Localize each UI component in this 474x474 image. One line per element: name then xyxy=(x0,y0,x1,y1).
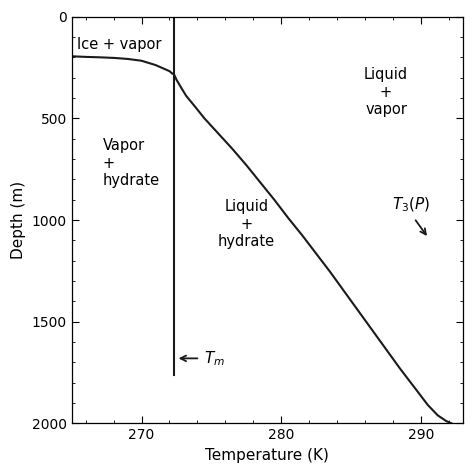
Text: Vapor
+
hydrate: Vapor + hydrate xyxy=(102,138,160,188)
Y-axis label: Depth (m): Depth (m) xyxy=(11,181,26,259)
Text: $T_m$: $T_m$ xyxy=(204,349,225,368)
Text: Liquid
+
vapor: Liquid + vapor xyxy=(364,67,408,117)
Text: Ice + vapor: Ice + vapor xyxy=(77,37,162,52)
X-axis label: Temperature (K): Temperature (K) xyxy=(205,448,329,463)
Text: $T_3(P)$: $T_3(P)$ xyxy=(392,196,430,214)
Text: Liquid
+
hydrate: Liquid + hydrate xyxy=(218,199,275,249)
